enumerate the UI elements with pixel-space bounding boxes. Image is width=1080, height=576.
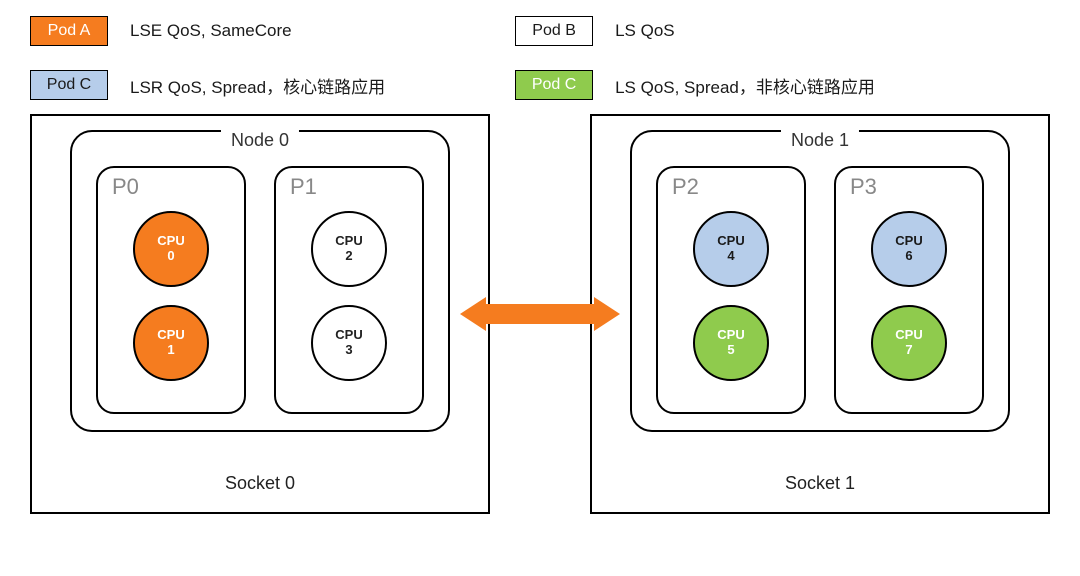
cpu-5: CPU 5: [693, 305, 769, 381]
cpu-7: CPU 7: [871, 305, 947, 381]
proc-p0: P0 CPU 0 CPU 1: [96, 166, 246, 414]
cpu-2: CPU 2: [311, 211, 387, 287]
cpu-5-name: CPU: [717, 328, 744, 343]
cpu-4-name: CPU: [717, 234, 744, 249]
legend-desc-pod-a: LSE QoS, SameCore: [130, 21, 292, 41]
cpu-7-name: CPU: [895, 328, 922, 343]
cpu-1-num: 1: [167, 343, 174, 358]
cpu-3: CPU 3: [311, 305, 387, 381]
legend-swatch-pod-c-blue: Pod C: [30, 70, 108, 100]
legend-swatch-pod-a: Pod A: [30, 16, 108, 46]
legend-desc-pod-b: LS QoS: [615, 21, 675, 41]
proc-p1-label: P1: [290, 174, 317, 200]
arrow-bar: [486, 304, 594, 324]
cpu-5-num: 5: [727, 343, 734, 358]
sockets-row: Node 0 P0 CPU 0 CPU 1 P1 CPU 2: [30, 114, 1050, 514]
node-1-label: Node 1: [781, 130, 859, 151]
legend-col-left: Pod A LSE QoS, SameCore Pod C LSR QoS, S…: [30, 16, 385, 100]
cpu-6: CPU 6: [871, 211, 947, 287]
cpu-0-name: CPU: [157, 234, 184, 249]
cpu-3-name: CPU: [335, 328, 362, 343]
cpu-2-num: 2: [345, 249, 352, 264]
proc-p3-label: P3: [850, 174, 877, 200]
node-0: Node 0 P0 CPU 0 CPU 1 P1 CPU 2: [70, 130, 450, 432]
cpu-0-num: 0: [167, 249, 174, 264]
socket-1-label: Socket 1: [785, 473, 855, 494]
node-0-label: Node 0: [221, 130, 299, 151]
cpu-1: CPU 1: [133, 305, 209, 381]
legend-desc-pod-c-green: LS QoS, Spread，非核心链路应用: [615, 73, 875, 98]
proc-p1: P1 CPU 2 CPU 3: [274, 166, 424, 414]
cpu-4: CPU 4: [693, 211, 769, 287]
cpu-1-name: CPU: [157, 328, 184, 343]
cpu-0: CPU 0: [133, 211, 209, 287]
legend-col-right: Pod B LS QoS Pod C LS QoS, Spread，非核心链路应…: [515, 16, 875, 100]
proc-p2-label: P2: [672, 174, 699, 200]
legend-item-pod-b: Pod B LS QoS: [515, 16, 875, 46]
legend-item-pod-c-green: Pod C LS QoS, Spread，非核心链路应用: [515, 70, 875, 100]
cpu-6-name: CPU: [895, 234, 922, 249]
cpu-4-num: 4: [727, 249, 734, 264]
cpu-3-num: 3: [345, 343, 352, 358]
interconnect-arrow-icon: [460, 297, 620, 331]
socket-0-label: Socket 0: [225, 473, 295, 494]
cpu-6-num: 6: [905, 249, 912, 264]
proc-p2: P2 CPU 4 CPU 5: [656, 166, 806, 414]
arrow-left-head-icon: [460, 297, 486, 331]
legend-swatch-pod-b: Pod B: [515, 16, 593, 46]
proc-p3: P3 CPU 6 CPU 7: [834, 166, 984, 414]
node-1: Node 1 P2 CPU 4 CPU 5 P3 CPU 6: [630, 130, 1010, 432]
socket-1: Node 1 P2 CPU 4 CPU 5 P3 CPU 6: [590, 114, 1050, 514]
legend-swatch-pod-c-green: Pod C: [515, 70, 593, 100]
legend-item-pod-a: Pod A LSE QoS, SameCore: [30, 16, 385, 46]
legend-item-pod-c-blue: Pod C LSR QoS, Spread，核心链路应用: [30, 70, 385, 100]
cpu-7-num: 7: [905, 343, 912, 358]
legend: Pod A LSE QoS, SameCore Pod C LSR QoS, S…: [30, 16, 1050, 100]
socket-0: Node 0 P0 CPU 0 CPU 1 P1 CPU 2: [30, 114, 490, 514]
proc-p0-label: P0: [112, 174, 139, 200]
legend-desc-pod-c-blue: LSR QoS, Spread，核心链路应用: [130, 73, 385, 98]
cpu-2-name: CPU: [335, 234, 362, 249]
arrow-right-head-icon: [594, 297, 620, 331]
